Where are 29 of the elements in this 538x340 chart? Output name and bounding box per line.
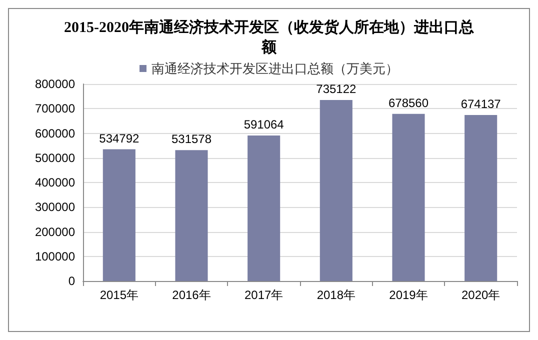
- legend-label: 南通经济技术开发区进出口总额（万美元）: [152, 61, 398, 76]
- y-tick-label: 100000: [34, 249, 76, 264]
- bar: [464, 114, 498, 281]
- data-label: 674137: [460, 96, 502, 111]
- chart-title: 2015-2020年南通经济技术开发区（收发货人所在地）进出口总额: [64, 18, 474, 56]
- bar: [392, 114, 425, 281]
- x-tick-label: 2015年: [100, 288, 139, 302]
- bar: [248, 135, 280, 281]
- y-tick-label: 800000: [34, 77, 76, 91]
- x-tick-label: 2017年: [244, 288, 284, 302]
- bar: [320, 100, 352, 281]
- x-tick-label: 2020年: [461, 288, 500, 302]
- data-label: 531578: [171, 132, 212, 146]
- y-tick-label: 200000: [34, 224, 76, 239]
- bar: [102, 149, 136, 281]
- data-label: 591064: [244, 117, 284, 132]
- y-tick-label: 0: [68, 274, 76, 288]
- y-tick-label: 500000: [34, 150, 76, 165]
- y-tick-label: 600000: [34, 126, 76, 140]
- y-tick-label: 700000: [34, 102, 76, 116]
- y-tick-label: 300000: [34, 200, 76, 214]
- data-label: 735122: [316, 82, 357, 96]
- data-label: 534792: [99, 131, 140, 146]
- x-tick-label: 2019年: [389, 288, 428, 302]
- data-label: 678560: [388, 96, 429, 110]
- x-tick-label: 2016年: [172, 288, 211, 302]
- bar: [175, 150, 208, 281]
- y-tick-label: 400000: [34, 176, 76, 190]
- x-tick-label: 2018年: [316, 288, 356, 302]
